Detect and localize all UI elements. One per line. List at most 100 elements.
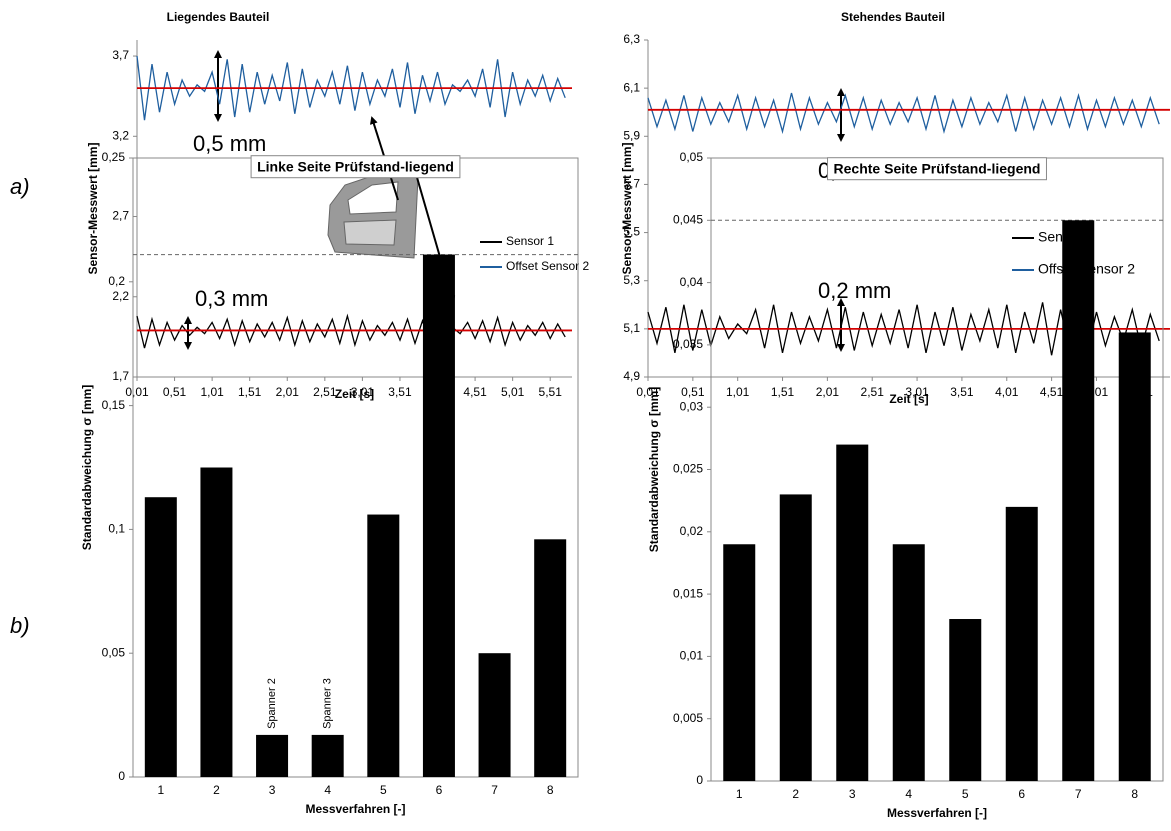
bar-label: Spanner 1 & 2 xyxy=(377,701,389,771)
x-tick-label: 3 xyxy=(269,783,276,797)
x-tick-label: 5,51 xyxy=(539,385,563,399)
x-tick-label: 3,51 xyxy=(950,385,974,399)
y-tick-label: 0,02 xyxy=(680,524,704,538)
x-tick-label: 2 xyxy=(792,787,799,801)
y-tick-label: 0,2 xyxy=(108,274,125,288)
x-tick-label: 3,01 xyxy=(351,385,375,399)
y-tick-label: 5,5 xyxy=(623,225,640,239)
y-tick-label: 0,04 xyxy=(680,275,704,289)
title-box xyxy=(250,155,461,179)
chart-title: Linke Seite Prüfstand-liegend xyxy=(257,159,454,175)
y-tick-label: 0,015 xyxy=(673,586,703,600)
bar-label: Spanner 3 xyxy=(322,678,334,729)
x-tick-label: 3 xyxy=(849,787,856,801)
x-tick-label: 4,01 xyxy=(995,385,1019,399)
x-tick-label: 2,01 xyxy=(816,385,840,399)
y-tick-label: 6,3 xyxy=(623,32,640,46)
bar xyxy=(1062,220,1095,782)
bar-label: Spanner 1 xyxy=(210,720,222,771)
bar-label: Spanner 3 xyxy=(903,724,915,775)
bar xyxy=(779,494,812,781)
x-tick-label: 5 xyxy=(380,783,387,797)
x-tick-label: 2 xyxy=(213,783,220,797)
y-tick-label: 0 xyxy=(696,773,703,787)
y-tick-label: 5,1 xyxy=(623,321,640,335)
bar xyxy=(892,544,925,781)
bar-label: Spanner 1 & 2 xyxy=(959,705,971,775)
x-axis-title: Zeit [s] xyxy=(889,392,928,406)
bar xyxy=(422,254,455,778)
y-tick-label: 0,05 xyxy=(680,150,704,164)
x-tick-label: 0,51 xyxy=(681,385,705,399)
x-tick-label: 1 xyxy=(736,787,743,801)
bar-label: Spanner 2 & 3 xyxy=(488,701,500,771)
x-tick-label: 6 xyxy=(436,783,443,797)
annotation: 0,2 mm xyxy=(818,278,891,303)
x-tick-label: 0,51 xyxy=(163,385,187,399)
x-tick-label: 2,51 xyxy=(861,385,885,399)
y-tick-label: 0,035 xyxy=(673,337,703,351)
y-tick-label: 0,005 xyxy=(673,711,703,725)
x-tick-label: 1,01 xyxy=(726,385,750,399)
y-tick-label: 3,2 xyxy=(112,128,129,142)
x-tick-label: 3,51 xyxy=(388,385,412,399)
x-tick-label: 1 xyxy=(157,783,164,797)
bar-label: Kippmechanismus xyxy=(155,681,167,771)
series-line xyxy=(647,92,1160,135)
y-tick-label: 0,03 xyxy=(680,399,704,413)
x-tick-label: 5,01 xyxy=(501,385,525,399)
y-tick-label: 0,01 xyxy=(680,649,704,663)
chart-title: Liegendes Bauteil xyxy=(167,10,270,24)
x-tick-label: 7 xyxy=(1075,787,1082,801)
y-tick-label: 0,025 xyxy=(673,462,703,476)
bar xyxy=(836,444,869,781)
y-tick-label: 4,9 xyxy=(623,369,640,383)
bar-label: 10 vollständige Wiederholmessungen xyxy=(1129,592,1141,775)
legend-label: Sensor 1 xyxy=(506,234,554,248)
annotation: 0,5 mm xyxy=(193,131,266,156)
y-axis-title: Sensor-Messwert [mm] xyxy=(620,142,634,274)
legend-label: Offset Sensor 2 xyxy=(506,259,589,273)
x-tick-label: 0,01 xyxy=(125,385,149,399)
x-tick-label: 4 xyxy=(905,787,912,801)
x-tick-label: 7 xyxy=(491,783,498,797)
x-tick-label: 4,51 xyxy=(463,385,487,399)
x-tick-label: 4,51 xyxy=(1040,385,1064,399)
chart-title: Stehendes Bauteil xyxy=(841,10,945,24)
bar-label: Spanner 1 & 3 xyxy=(1016,705,1028,775)
y-tick-label: 0,15 xyxy=(102,398,126,412)
bar xyxy=(1005,506,1038,781)
bar-label: Spanner 2 xyxy=(266,678,278,729)
bar xyxy=(144,497,177,777)
bar xyxy=(1118,332,1151,781)
x-axis-title: Messverfahren [-] xyxy=(305,802,405,816)
x-tick-label: 5 xyxy=(962,787,969,801)
bar-label: Spanner 1 xyxy=(790,724,802,775)
y-tick-label: 0,1 xyxy=(108,522,125,536)
y-tick-label: 2,7 xyxy=(112,209,129,223)
bar xyxy=(367,514,400,777)
y-tick-label: 5,3 xyxy=(623,273,640,287)
bar xyxy=(311,734,344,777)
bar-label: 10 Wiederholmessungen xyxy=(544,649,556,771)
x-tick-label: 1,51 xyxy=(771,385,795,399)
annotation: 0,3 mm xyxy=(195,286,268,311)
x-tick-label: 8 xyxy=(547,783,554,797)
y-tick-label: 5,7 xyxy=(623,177,640,191)
bar xyxy=(534,539,567,777)
bar xyxy=(478,653,511,777)
panel-label: b) xyxy=(10,613,30,638)
y-axis-title: Standardabweichung σ [mm] xyxy=(647,387,661,553)
chart-title: Rechte Seite Prüfstand-liegend xyxy=(834,161,1041,177)
x-axis-title: Zeit [s] xyxy=(335,387,374,401)
x-tick-label: 2,51 xyxy=(313,385,337,399)
y-axis-title: Standardabweichung σ [mm] xyxy=(80,385,94,551)
y-tick-label: 6,1 xyxy=(623,80,640,94)
x-tick-label: 2,01 xyxy=(276,385,300,399)
y-tick-label: 2,2 xyxy=(112,289,129,303)
bar-label: Spanner 2 & 3 xyxy=(1072,705,1084,775)
bar-label: Kippmechanismus xyxy=(733,685,745,775)
bar xyxy=(949,619,982,781)
y-tick-label: 0 xyxy=(118,769,125,783)
